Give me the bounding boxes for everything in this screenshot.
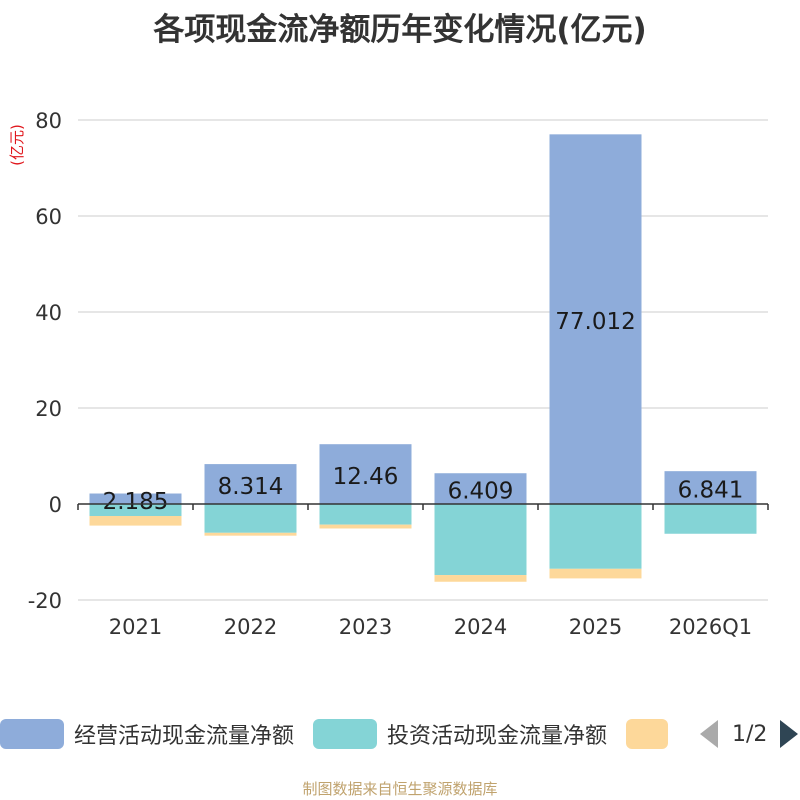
legend: 经营活动现金流量净额 投资活动现金流量净额	[0, 716, 697, 752]
bar-investing-2026Q1[interactable]	[664, 504, 757, 534]
bar-operating-2025[interactable]	[549, 134, 642, 504]
legend-swatch-operating	[0, 719, 64, 749]
source-footer: 制图数据来自恒生聚源数据库	[302, 780, 498, 798]
x-tick-label: 2026Q1	[669, 615, 752, 639]
chart-title: 各项现金流净额历年变化情况(亿元)	[153, 12, 647, 48]
y-tick-label: 60	[35, 205, 62, 229]
legend-pager: 1/2	[700, 716, 799, 752]
legend-prev-icon[interactable]	[700, 720, 718, 748]
bar-financing-2024[interactable]	[434, 575, 527, 582]
y-tick-label: 80	[35, 109, 62, 133]
x-tick-label: 2024	[454, 615, 507, 639]
y-tick-label: 0	[49, 493, 62, 517]
y-tick-label: 40	[35, 301, 62, 325]
legend-swatch-financing	[626, 719, 669, 749]
legend-label-investing: 投资活动现金流量净额	[387, 724, 608, 749]
legend-item-investing[interactable]: 投资活动现金流量净额	[313, 718, 607, 750]
x-tick-label: 2025	[569, 615, 622, 639]
legend-label-operating: 经营活动现金流量净额	[74, 724, 295, 749]
bar-investing-2024[interactable]	[434, 504, 527, 576]
x-tick-label: 2021	[109, 615, 162, 639]
bar-investing-2022[interactable]	[204, 504, 297, 533]
legend-next-icon[interactable]	[780, 720, 799, 748]
data-label-2023: 12.46	[333, 464, 399, 490]
bar-investing-2021[interactable]	[89, 504, 182, 516]
bar-financing-2022[interactable]	[204, 532, 297, 536]
data-label-2021: 2.185	[103, 489, 169, 515]
data-label-2025: 77.012	[555, 309, 635, 335]
bar-operating-2026Q1[interactable]	[664, 471, 757, 504]
bar-investing-2025[interactable]	[549, 504, 642, 569]
x-tick-label: 2023	[339, 615, 392, 639]
bar-investing-2023[interactable]	[319, 504, 412, 525]
bar-operating-2022[interactable]	[204, 464, 297, 504]
bar-operating-2021[interactable]	[89, 493, 182, 504]
bar-financing-2023[interactable]	[319, 524, 412, 529]
data-label-2026Q1: 6.841	[678, 478, 744, 504]
bar-financing-2021[interactable]	[89, 516, 182, 526]
y-tick-label: -20	[28, 589, 62, 613]
bar-operating-2024[interactable]	[434, 473, 527, 504]
bar-financing-2025[interactable]	[549, 568, 642, 579]
y-axis-label: (亿元)	[8, 124, 26, 166]
data-label-2024: 6.409	[448, 479, 514, 505]
y-tick-label: 20	[35, 397, 62, 421]
legend-item-operating[interactable]: 经营活动现金流量净额	[0, 718, 294, 750]
legend-swatch-investing	[313, 719, 378, 749]
x-tick-label: 2022	[224, 615, 277, 639]
legend-page-indicator: 1/2	[732, 721, 768, 747]
legend-item-financing[interactable]	[626, 719, 678, 749]
bar-chart: (亿元) 2.185 8.314 12.46 6.409 77.012 6.841 -20…	[8, 109, 769, 639]
data-label-2022: 8.314	[218, 474, 284, 500]
bar-operating-2023[interactable]	[319, 444, 412, 504]
